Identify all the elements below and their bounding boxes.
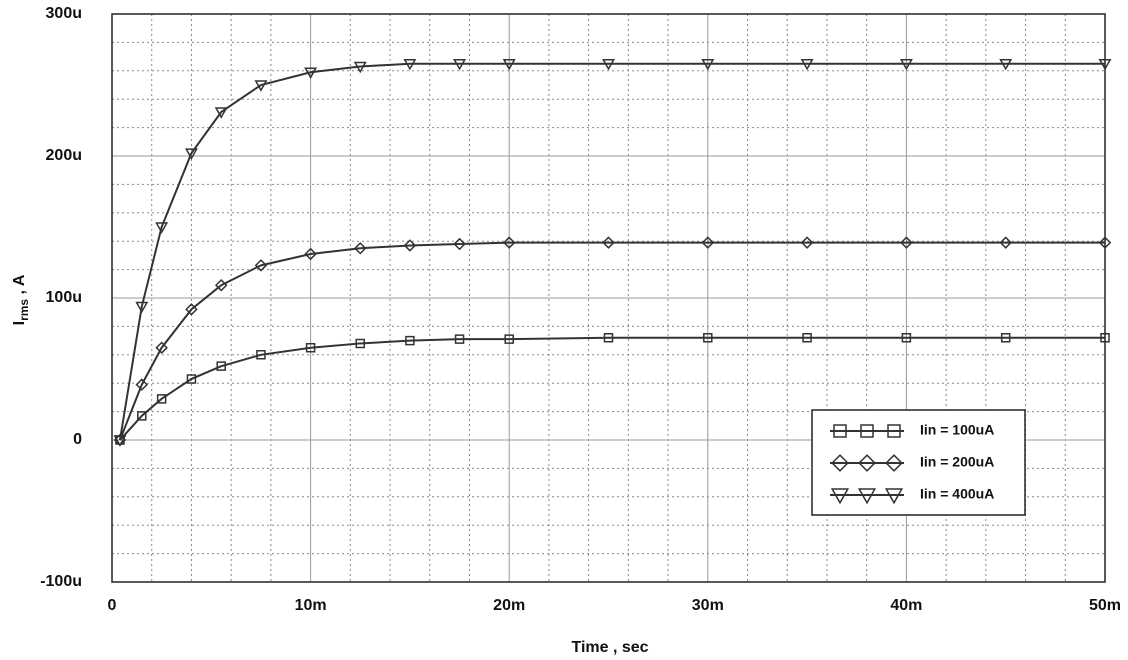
marker (305, 342, 316, 353)
marker (135, 301, 149, 314)
y-axis-label-sub: rms (17, 299, 31, 321)
marker (701, 58, 715, 71)
marker (899, 58, 913, 71)
legend-label: Iin = 400uA (920, 486, 994, 502)
y-tick-label: -100u (40, 573, 82, 590)
marker (155, 341, 168, 354)
marker (405, 335, 415, 346)
marker (304, 67, 318, 79)
marker (137, 411, 147, 421)
y-axis-label-rest: , A (11, 274, 28, 299)
x-tick-label: 30m (692, 597, 724, 614)
marker (135, 378, 149, 391)
marker (353, 242, 367, 255)
series-line (119, 336, 1105, 441)
marker (403, 239, 417, 252)
marker (858, 454, 876, 472)
marker (216, 361, 226, 371)
plot-frame (111, 13, 1106, 583)
marker (887, 424, 901, 438)
marker (155, 222, 169, 234)
y-axis-label-main: I (11, 321, 28, 325)
marker (403, 58, 417, 71)
marker (256, 350, 266, 360)
x-tick-label: 50m (1089, 597, 1121, 614)
marker (999, 58, 1013, 71)
marker (185, 303, 198, 316)
marker (156, 394, 167, 404)
marker (884, 488, 904, 505)
y-tick-label: 100u (46, 289, 82, 306)
marker (254, 80, 268, 92)
marker (254, 259, 268, 272)
marker (800, 236, 814, 249)
x-tick-label: 20m (493, 597, 525, 614)
marker (602, 58, 615, 71)
marker (453, 58, 467, 71)
marker (113, 435, 127, 447)
legend-label: Iin = 100uA (920, 422, 994, 438)
series-line (118, 62, 1105, 441)
marker (831, 454, 849, 472)
y-axis-label: Irms , A (11, 274, 31, 325)
marker (830, 488, 850, 505)
marker (355, 338, 365, 349)
marker (1098, 236, 1112, 249)
x-tick-label: 0 (108, 597, 117, 614)
marker (502, 58, 516, 71)
legend: Iin = 100uA Iin = 200uA Iin = 400uA (811, 409, 1026, 516)
marker (603, 333, 614, 343)
legend-label: Iin = 200uA (920, 454, 994, 470)
x-axis-label: Time , sec (571, 639, 648, 656)
marker (703, 333, 713, 343)
marker (353, 61, 367, 74)
x-tick-label: 10m (295, 597, 327, 614)
marker (800, 58, 814, 71)
marker (857, 488, 877, 505)
marker (885, 454, 903, 472)
marker (304, 247, 317, 261)
marker (184, 148, 198, 160)
marker (1000, 333, 1011, 343)
marker (186, 374, 197, 384)
series-line (119, 241, 1105, 441)
marker (901, 333, 912, 343)
marker (454, 334, 465, 344)
y-tick-label: 200u (46, 147, 82, 164)
marker (999, 236, 1012, 249)
marker (504, 334, 514, 344)
marker (214, 278, 228, 292)
marker (602, 236, 615, 249)
marker (1098, 58, 1112, 71)
marker (453, 237, 466, 251)
marker (1100, 333, 1110, 343)
y-tick-label: 300u (46, 5, 82, 22)
y-tick-label: 0 (73, 431, 82, 448)
x-tick-label: 40m (890, 597, 922, 614)
marker (802, 333, 812, 343)
marker (860, 424, 874, 438)
marker (214, 107, 228, 119)
marker (900, 236, 913, 249)
marker (833, 424, 847, 438)
marker (502, 236, 516, 249)
marker (701, 236, 715, 249)
